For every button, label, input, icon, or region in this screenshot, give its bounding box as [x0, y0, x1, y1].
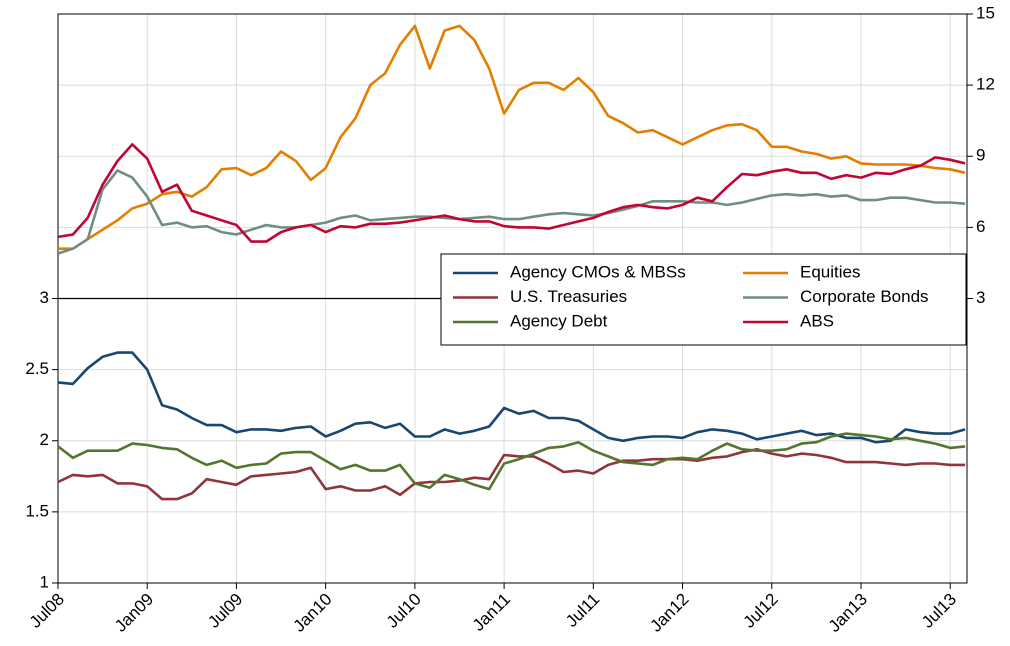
- y2-tick-label: 15: [976, 3, 995, 22]
- series-line: [57, 169, 966, 255]
- series-line: [57, 448, 966, 501]
- y2-tick-label: 9: [976, 146, 985, 165]
- legend-label: ABS: [800, 311, 834, 330]
- x-tick-label: Jul09: [204, 590, 246, 632]
- x-tick-label: Jan10: [289, 590, 335, 636]
- legend-box: [440, 253, 967, 346]
- y-tick-label: 2: [40, 430, 49, 449]
- series-line: [57, 143, 966, 243]
- x-tick-label: Jan11: [469, 590, 514, 635]
- legend-label: Agency Debt: [510, 311, 608, 330]
- x-tick-label: Jan12: [646, 590, 692, 636]
- legend-label: Agency CMOs & MBSs: [510, 262, 686, 281]
- x-tick-label: Jan13: [825, 590, 871, 636]
- x-tick-label: Jul11: [562, 590, 603, 631]
- y-tick-label: 1: [40, 572, 49, 591]
- y2-tick-label: 3: [976, 288, 985, 307]
- y-tick-label: 2.5: [25, 359, 49, 378]
- x-tick-label: Jul10: [383, 590, 425, 632]
- x-tick-label: Jan09: [111, 590, 157, 636]
- y-tick-label: 3: [40, 288, 49, 307]
- legend-label: Corporate Bonds: [800, 287, 929, 306]
- x-tick-label: Jul12: [740, 590, 782, 632]
- legend-label: Equities: [800, 262, 860, 281]
- x-tick-label: Jul08: [26, 590, 68, 632]
- x-tick-label: Jul13: [918, 590, 960, 632]
- plot-frame: [57, 13, 968, 584]
- series-line: [58, 24, 966, 250]
- y2-tick-label: 12: [976, 75, 995, 94]
- series-line: [57, 432, 966, 491]
- y-tick-label: 1.5: [25, 501, 49, 520]
- y2-tick-label: 6: [976, 217, 985, 236]
- series-line: [57, 351, 966, 444]
- legend-label: U.S. Treasuries: [510, 287, 627, 306]
